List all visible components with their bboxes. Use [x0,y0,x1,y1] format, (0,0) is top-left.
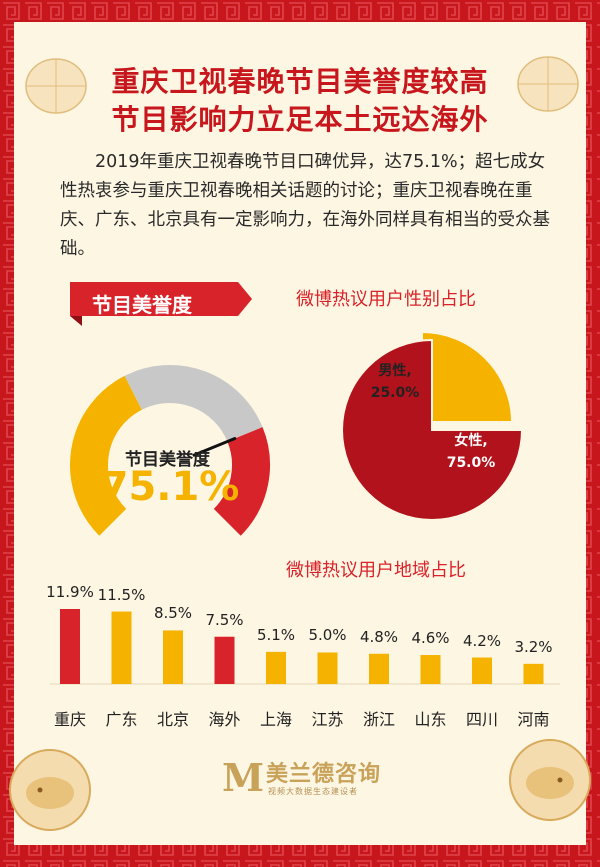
pie-slice-female [341,338,524,521]
gauge-arc-yellow [70,375,143,536]
bar-5 [317,652,338,684]
gauge-arc-gray [124,365,263,443]
logo-tagline: 视频大数据生态建设者 [268,787,358,796]
pig-right-decoration [509,739,591,821]
page-title-line2: 节目影响力立足本土远达海外 [111,103,489,136]
pie-label-female-name: 女性, [454,433,488,449]
bar-2 [163,630,183,684]
bar-8 [472,657,492,684]
bar-value-label: 4.6% [411,629,450,647]
bar-category-label: 海外 [208,710,241,729]
bar-1 [111,611,132,684]
bar-9 [523,663,544,684]
lantern-right-decoration-inner [517,56,579,112]
intro-paragraph: 2019年重庆卫视春晚节目口碑优异，达75.1%；超七成女性热衷参与重庆卫视春晚… [60,152,550,259]
gauge-needle [192,437,237,457]
bar-value-label: 5.1% [256,625,296,644]
bar-value-label: 4.2% [462,631,502,650]
bar-value-label: 8.5% [153,604,193,623]
lantern-left-decoration-inner [25,58,87,114]
pig-left-decoration [9,749,91,831]
ribbon-fold [70,316,82,326]
pie-label-male: 男性, 25.0% [360,360,430,404]
bar-7 [420,655,441,684]
gauge-ribbon-label: 节目美誉度 [92,293,192,317]
pie-label-male-value: 25.0% [370,385,420,401]
gauge-value: 75.1% [100,464,240,510]
footer-logo: M 美兰德咨询 视频大数据生态建设者 [222,756,392,802]
bar-value-label: 4.8% [359,627,399,646]
pie-chart-title: 微博热议用户性别占比 [296,289,476,310]
pie-label-female-value: 75.0% [446,455,496,471]
gender-pie-chart [341,330,524,521]
pie-label-female: 女性, 75.0% [436,430,506,474]
bar-category-label: 上海 [259,710,292,729]
bar-value-label: 7.5% [205,610,244,629]
pie-slice-male [421,330,514,423]
gauge-center-label: 节目美誉度 [125,450,210,470]
bar-value-label: 5.0% [308,626,347,645]
bar-chart-title: 微博热议用户地域占比 [286,560,466,581]
bar-value-label: 11.5% [97,585,146,604]
bar-category-label: 江苏 [311,710,344,729]
bar-category-label: 山东 [414,710,447,729]
region-bar-chart [50,609,560,685]
logo-brand-name: 美兰德咨询 [266,762,382,787]
bar-4 [266,651,286,684]
bar-category-label: 河南 [517,710,550,729]
bar-category-label: 浙江 [362,710,395,729]
bar-3 [214,636,235,684]
bar-6 [369,653,389,684]
gauge-arc-red [213,427,270,536]
bar-category-label: 四川 [465,710,498,729]
gauge-chart [70,365,270,536]
bar-category-label: 北京 [156,710,189,729]
bar-value-label: 3.2% [514,637,553,656]
bar-category-label: 重庆 [53,710,86,729]
bar-0 [60,609,80,684]
logo-mark-icon: M [222,755,265,800]
bar-value-label: 11.9% [46,583,94,601]
pie-label-male-name: 男性, [378,363,412,379]
page-title-line1: 重庆卫视春晚节目美誉度较高 [111,65,489,98]
bar-category-label: 广东 [105,710,138,729]
gauge-ribbon [70,282,252,316]
